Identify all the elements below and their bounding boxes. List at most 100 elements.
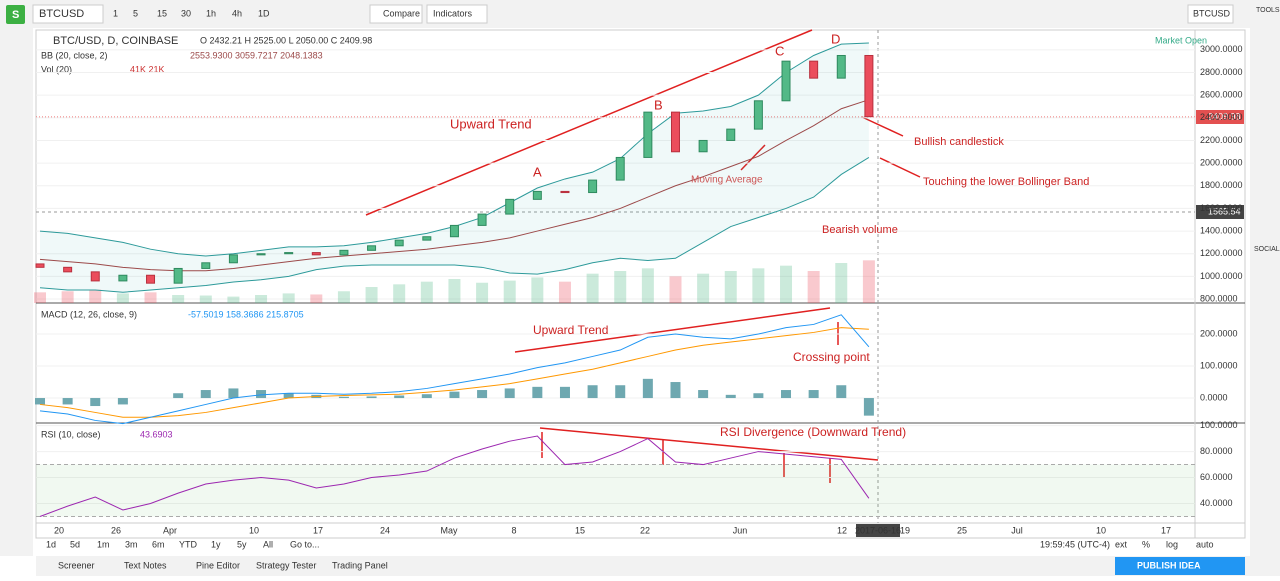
annotation-arrows <box>365 29 921 483</box>
volume-bar <box>393 284 406 303</box>
range-button[interactable]: All <box>263 539 273 549</box>
price-tick-label: 2800.0000 <box>1200 67 1243 77</box>
macd-histogram <box>62 398 73 405</box>
candle <box>836 54 846 79</box>
bottom-tab[interactable]: Trading Panel <box>332 560 388 570</box>
price-tick-label: 2400.0000 <box>1200 112 1243 122</box>
symbol-box[interactable] <box>32 4 104 24</box>
macd-histogram <box>559 386 570 399</box>
logo-letter: S <box>12 9 19 21</box>
x-tick-label: 10 <box>249 525 259 535</box>
range-button[interactable]: 6m <box>152 539 165 549</box>
price-tick-label: 1400.0000 <box>1200 225 1243 235</box>
macd-histogram <box>394 395 405 399</box>
legend-rsi-value: 43.6903 <box>140 429 173 439</box>
range-button[interactable]: YTD <box>179 539 198 549</box>
x-tick-label: Jun <box>733 525 748 535</box>
candle <box>643 111 653 158</box>
price-tick-label: 800.0000 <box>1200 293 1238 303</box>
axis-option[interactable]: ext <box>1115 539 1128 549</box>
x-tick-label: 24 <box>380 525 390 535</box>
candle <box>864 54 874 118</box>
macd-histogram <box>477 390 488 399</box>
x-tick-label: 19 <box>900 525 910 535</box>
legend-vol-values: 41K 21K <box>130 64 165 74</box>
volume-bar <box>365 287 378 303</box>
right-symbol: BTCUSD <box>1193 8 1231 18</box>
macd-histogram <box>200 390 211 399</box>
volume-bar <box>420 281 433 303</box>
right-toolbar <box>1250 0 1280 576</box>
x-tick-label: 15 <box>575 525 585 535</box>
volume-bar <box>337 291 350 303</box>
candle <box>449 224 459 238</box>
range-button[interactable]: 5y <box>237 539 247 549</box>
price-tick-label: 2000.0000 <box>1200 157 1243 167</box>
range-button[interactable]: 1d <box>46 539 56 549</box>
right-symbol-box[interactable] <box>1187 4 1234 24</box>
range-button[interactable]: 1m <box>97 539 110 549</box>
volume-bar <box>835 263 848 303</box>
compare-button[interactable] <box>369 4 423 24</box>
publish-button[interactable] <box>1115 557 1245 575</box>
logo[interactable] <box>6 5 25 24</box>
bottom-tab[interactable]: Strategy Tester <box>256 560 316 570</box>
range-button[interactable]: 3m <box>125 539 138 549</box>
x-tick-label: 2017-06-16 <box>855 525 901 535</box>
x-tick-label: Jul <box>1011 525 1023 535</box>
range-button[interactable]: 1y <box>211 539 221 549</box>
axis-option[interactable]: auto <box>1196 539 1214 549</box>
bottom-tab[interactable]: Text Notes <box>124 560 167 570</box>
candle <box>753 100 763 130</box>
volume-bar <box>144 292 157 303</box>
x-tick-label: 20 <box>54 525 64 535</box>
interval-button[interactable]: 15 <box>157 8 167 18</box>
volume-bar <box>807 271 820 303</box>
macd-signal <box>39 327 869 418</box>
cross-price: 1565.54 <box>1208 206 1241 216</box>
interval-button[interactable]: 1D <box>258 8 270 18</box>
bottom-tab[interactable]: Pine Editor <box>196 560 240 570</box>
interval-button[interactable]: 1 <box>113 8 118 18</box>
axis-option[interactable]: log <box>1166 539 1178 549</box>
x-tick-label: 22 <box>640 525 650 535</box>
macd-histogram <box>615 385 626 399</box>
legend-ohlc: O 2432.21 H 2525.00 L 2050.00 C 2409.98 <box>200 35 372 45</box>
date-tag <box>856 524 900 537</box>
volume-bar <box>697 273 710 303</box>
interval-button[interactable]: 30 <box>181 8 191 18</box>
compare-label: Compare <box>383 8 420 18</box>
rsi-tick-label: 100.0000 <box>1200 420 1238 430</box>
price-tick-label: 1000.0000 <box>1200 271 1243 281</box>
volume-bar <box>282 293 295 303</box>
x-tick-label: 25 <box>957 525 967 535</box>
x-tick-label: 26 <box>111 525 121 535</box>
left-toolbar <box>0 28 33 556</box>
x-tick-label: Apr <box>163 525 177 535</box>
bottom-panel <box>36 556 1250 576</box>
bottom-tab[interactable]: Screener <box>58 560 95 570</box>
annotation: Bullish candlestick <box>914 136 1004 148</box>
macd-histogram <box>781 390 792 399</box>
range-button[interactable]: 5d <box>70 539 80 549</box>
axis-option[interactable]: % <box>1142 539 1150 549</box>
candle <box>173 267 183 284</box>
volume-bar <box>199 295 212 303</box>
interval-button[interactable]: 1h <box>206 8 216 18</box>
social-label: SOCIAL <box>1254 246 1280 253</box>
candle <box>35 263 45 268</box>
macd-tick-label: 200.0000 <box>1200 328 1238 338</box>
candle <box>422 236 432 241</box>
last-price-tag <box>1196 110 1244 124</box>
annotation: Touching the lower Bollinger Band <box>923 176 1089 188</box>
interval-button[interactable]: 5 <box>133 8 138 18</box>
interval-button[interactable]: 4h <box>232 8 242 18</box>
range-button[interactable]: Go to... <box>290 539 320 549</box>
tools-label: TOOLS <box>1256 7 1280 14</box>
candle <box>560 190 570 194</box>
candle <box>394 239 404 247</box>
macd-histogram <box>642 378 653 399</box>
indicators-button[interactable] <box>426 4 488 24</box>
last-price: 2409.98 <box>1208 111 1241 121</box>
candle <box>367 245 377 251</box>
